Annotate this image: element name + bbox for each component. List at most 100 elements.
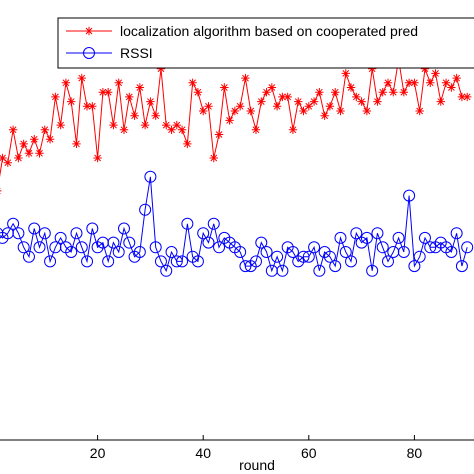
- series-1-point: [8, 125, 18, 134]
- series-1-point-glyph: [130, 111, 139, 120]
- series-2-point: [329, 260, 342, 273]
- series-1-point-glyph: [304, 102, 313, 111]
- series-1-point-glyph: [436, 97, 445, 106]
- series-2-point: [107, 236, 120, 249]
- series-1-point: [45, 135, 55, 144]
- series-2-point: [160, 264, 173, 277]
- series-1-point: [420, 64, 430, 73]
- series-2-point: [339, 246, 352, 258]
- series-1-point-glyph: [77, 73, 86, 83]
- series-2-point: [22, 250, 35, 263]
- series-2-point: [54, 231, 67, 244]
- series-2-point: [165, 246, 178, 258]
- series-1-point-glyph: [119, 125, 129, 134]
- series-1-point: [404, 78, 414, 87]
- series-1-point-glyph: [457, 92, 467, 102]
- series-1-point: [415, 106, 424, 116]
- series-1-point: [67, 97, 76, 106]
- series-2-point: [118, 222, 130, 235]
- series-1-point: [214, 130, 224, 139]
- series-1-point-glyph: [0, 153, 7, 163]
- series-1-point-glyph: [309, 97, 319, 106]
- series-1-point: [51, 92, 60, 102]
- series-1-point: [426, 78, 435, 87]
- series-1-point-glyph: [82, 102, 92, 111]
- series-1-point: [257, 97, 266, 106]
- series-1-point: [362, 106, 372, 116]
- series-1-point-glyph: [24, 149, 34, 158]
- series-1-point: [119, 125, 129, 134]
- series-2-point: [302, 250, 315, 263]
- series-2-point: [260, 246, 273, 258]
- series-1-point-glyph: [257, 97, 266, 106]
- series-1-point-glyph: [341, 69, 350, 78]
- series-1-point-glyph: [162, 120, 171, 130]
- series-1-point-glyph: [135, 83, 145, 92]
- series-1-point: [88, 102, 97, 111]
- series-2-point: [308, 241, 321, 254]
- x-tick-label: 80: [407, 445, 423, 461]
- series-1-point-glyph: [447, 83, 456, 92]
- series-1-point: [35, 149, 44, 158]
- series-2-point: [154, 255, 167, 268]
- series-1-point-glyph: [172, 120, 181, 130]
- series-1-point: [357, 97, 366, 106]
- series-1-point-glyph: [209, 153, 218, 163]
- series-1-point-glyph: [278, 92, 287, 102]
- series-2-point: [297, 250, 310, 263]
- series-1-point: [463, 92, 472, 102]
- series-1-point-glyph: [431, 69, 440, 78]
- series-2-point: [250, 255, 262, 268]
- series-2-point: [86, 222, 99, 235]
- series-2-point: [197, 227, 210, 240]
- series-1-point-glyph: [420, 64, 430, 73]
- series-1-point: [103, 88, 113, 97]
- series-2-point: [239, 260, 252, 273]
- series-1-point-glyph: [235, 102, 245, 111]
- series-1-point-glyph: [389, 88, 398, 97]
- series-1-point: [262, 88, 271, 97]
- series-1-point-glyph: [19, 139, 28, 149]
- series-1-point: [0, 153, 7, 163]
- series-1-point: [336, 106, 345, 116]
- series-2-point: [139, 203, 152, 216]
- series-1-point-glyph: [331, 88, 340, 97]
- series-1-point-glyph: [346, 83, 356, 92]
- series-1-point: [246, 106, 255, 116]
- series-1-point: [320, 111, 329, 120]
- series-1-point-glyph: [93, 153, 102, 163]
- series-2-point: [376, 241, 389, 254]
- series-2-point: [276, 264, 289, 277]
- series-1-point-glyph: [225, 116, 234, 125]
- series-1-point: [235, 102, 245, 111]
- series-2-point: [191, 255, 204, 268]
- series-1-point-glyph: [146, 97, 155, 106]
- series-1-point: [225, 116, 234, 125]
- series-1-point: [457, 92, 467, 102]
- series-2-point: [181, 217, 194, 230]
- series-1-point: [151, 111, 160, 120]
- series-1-point-glyph: [399, 88, 409, 97]
- series-1-point: [98, 88, 108, 97]
- series-2-point: [350, 227, 363, 240]
- series-1-point: [299, 106, 308, 116]
- series-1-point-glyph: [35, 149, 44, 158]
- series-2-point: [176, 255, 189, 268]
- series-1-point-glyph: [151, 111, 160, 120]
- legend: localization algorithm based on cooperat…: [57, 17, 474, 69]
- series-2-point: [360, 231, 373, 244]
- series-1-point-glyph: [463, 92, 472, 102]
- series-1-point: [288, 125, 298, 134]
- series-2-point: [170, 255, 183, 268]
- series-2-point: [234, 246, 247, 258]
- series-2-point: [144, 170, 157, 183]
- series-1-point: [204, 102, 213, 111]
- series-1-point: [436, 97, 445, 106]
- series-1-point: [109, 120, 118, 130]
- x-axis-label: round: [239, 457, 275, 473]
- series-1-point-glyph: [61, 78, 71, 87]
- series-2-point: [81, 255, 94, 268]
- series-1-point-glyph: [67, 97, 76, 106]
- series-2-point: [70, 227, 83, 240]
